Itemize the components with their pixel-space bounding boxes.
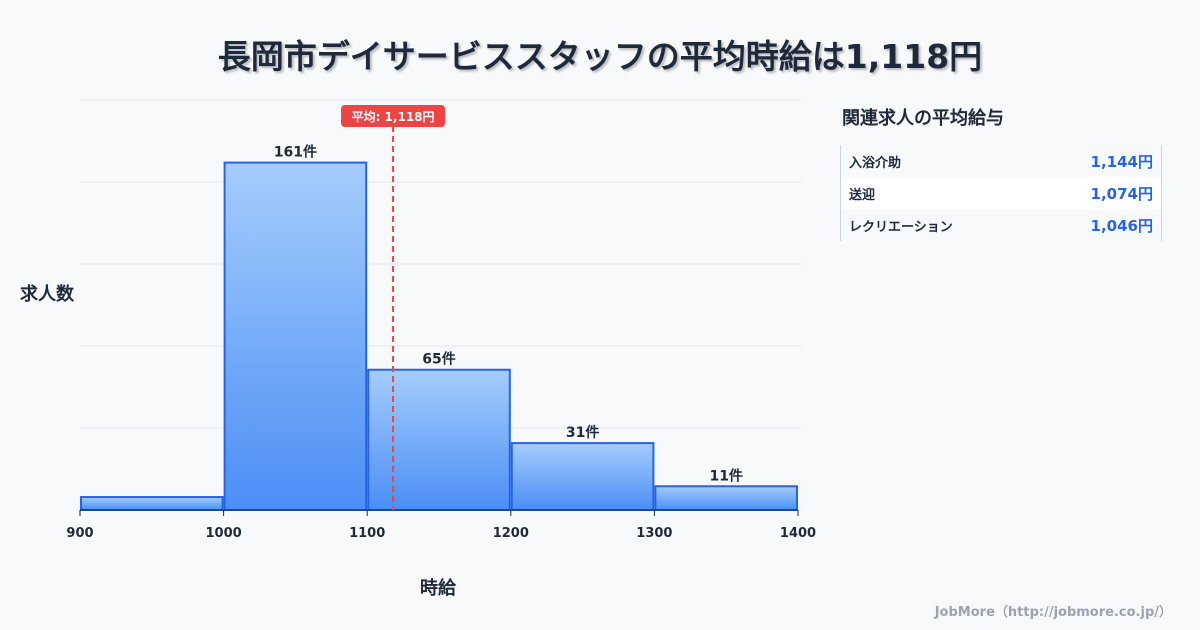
x-tick-label: 1200 <box>493 526 529 541</box>
mean-badge <box>341 105 446 127</box>
related-salary-table: 入浴介助 1,144円 送迎 1,074円 レクリエーション 1,046円 <box>840 145 1162 241</box>
histogram: 161件 65件 31件 11件 900 1000 1100 1200 1300 1400 平均: … <box>66 99 816 541</box>
histogram-bar <box>223 161 368 511</box>
x-tick-label: 900 <box>66 526 93 541</box>
table-row: 入浴介助 1,144円 <box>841 145 1161 177</box>
row-value: 1,144円 <box>1090 152 1153 171</box>
side-title: 関連求人の平均給与 <box>842 108 1004 129</box>
histogram-bar <box>367 368 511 511</box>
histogram-bar <box>654 485 799 511</box>
histogram-bar <box>510 442 655 511</box>
table-row: 送迎 1,074円 <box>841 177 1161 209</box>
row-value: 1,074円 <box>1090 184 1153 203</box>
row-label: 送迎 <box>849 187 876 203</box>
bar-label: 65件 <box>422 351 455 368</box>
x-axis-label: 時給 <box>420 578 456 599</box>
row-label: 入浴介助 <box>849 155 902 171</box>
mean-label: 平均: 1,118円 <box>352 109 435 124</box>
y-axis-label: 求人数 <box>20 284 74 305</box>
bar-label: 161件 <box>274 144 317 161</box>
row-label: レクリエーション <box>849 219 953 235</box>
bar-label: 31件 <box>566 424 599 441</box>
table-row: レクリエーション 1,046円 <box>841 209 1161 241</box>
x-tick-label: 1300 <box>636 526 672 541</box>
x-tick-label: 1000 <box>206 526 242 541</box>
page-title: 長岡市デイサービススタッフの平均時給は1,118円 <box>217 37 983 76</box>
x-tick-label: 1100 <box>349 526 385 541</box>
footer-credit: JobMore（http://jobmore.co.jp/） <box>934 605 1172 620</box>
x-tick-label: 1400 <box>780 526 816 541</box>
row-value: 1,046円 <box>1090 216 1153 235</box>
bar-label: 11件 <box>709 467 742 484</box>
histogram-bar <box>80 496 224 512</box>
